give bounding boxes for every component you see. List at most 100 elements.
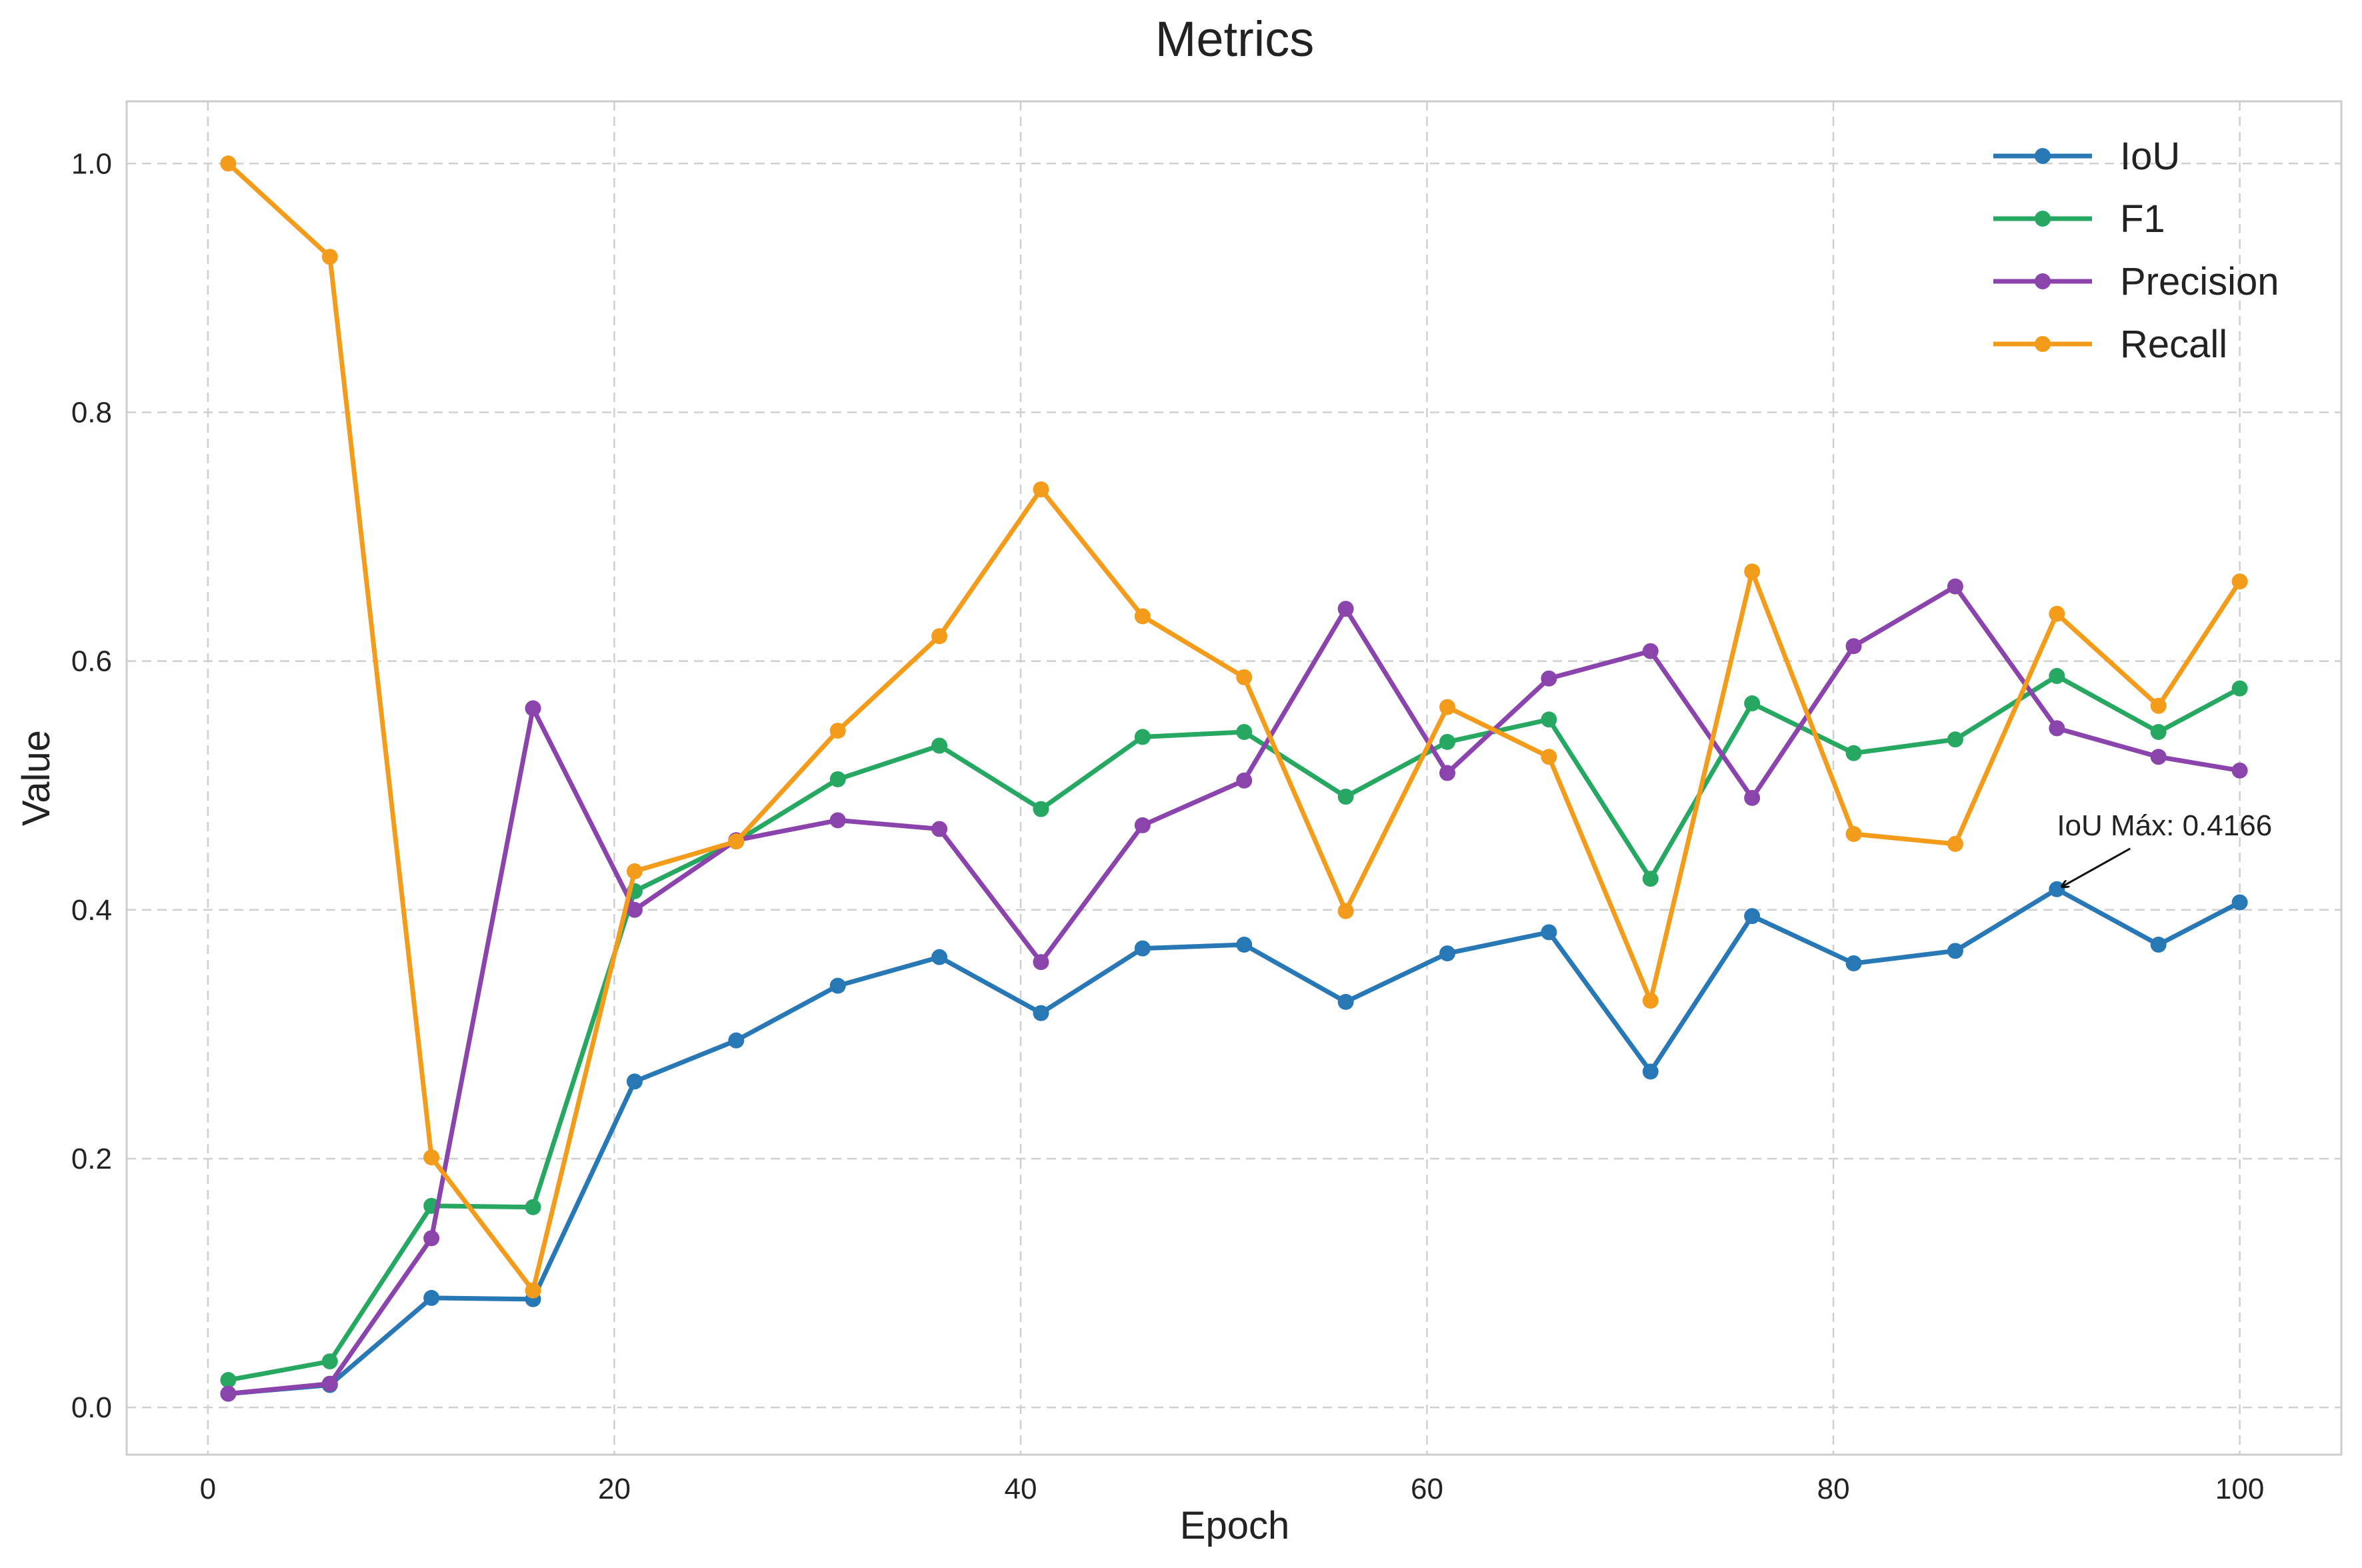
legend-item-iou[interactable]: IoU — [1993, 135, 2180, 178]
legend-marker-precision — [2035, 273, 2051, 289]
legend-marker-recall — [2035, 336, 2051, 352]
data-point-recall — [423, 1149, 440, 1166]
data-point-recall — [728, 833, 745, 850]
series-line-f1 — [225, 673, 2243, 1383]
data-point-iou — [1033, 1005, 1049, 1021]
data-point-iou — [2049, 881, 2065, 897]
data-point-precision — [2150, 749, 2167, 765]
data-point-f1 — [1134, 729, 1151, 745]
y-tick-label: 0.6 — [71, 645, 112, 678]
y-axis-ticks: 0.0 0.2 0.4 0.6 0.8 1.0 — [71, 147, 112, 1424]
data-point-recall — [2049, 605, 2065, 622]
data-point-iou — [1744, 908, 1761, 925]
data-point-iou — [1947, 943, 1963, 959]
data-point-iou — [1845, 955, 1862, 972]
legend-item-f1[interactable]: F1 — [1993, 197, 2165, 241]
data-point-recall — [1236, 669, 1253, 685]
grid — [127, 101, 2341, 1455]
x-tick-label: 80 — [1817, 1473, 1850, 1505]
data-point-iou — [2150, 937, 2167, 953]
data-point-precision — [1744, 789, 1761, 806]
data-point-f1 — [1541, 711, 1557, 728]
data-point-f1 — [525, 1199, 541, 1215]
annotation-text: IoU Máx: 0.4166 — [2057, 809, 2272, 842]
data-point-iou — [2231, 894, 2248, 911]
data-point-precision — [1439, 765, 1456, 781]
data-point-recall — [1947, 835, 1963, 852]
data-point-f1 — [1337, 788, 1354, 805]
data-point-precision — [1337, 601, 1354, 617]
series-layer — [220, 155, 2248, 1402]
data-point-iou — [423, 1289, 440, 1306]
data-point-precision — [2231, 762, 2248, 779]
data-point-f1 — [220, 1372, 237, 1389]
data-point-recall — [525, 1282, 541, 1299]
data-point-f1 — [1642, 871, 1659, 887]
legend-item-precision[interactable]: Precision — [1993, 260, 2279, 303]
series-recall — [220, 155, 2248, 1299]
legend-label-f1: F1 — [2120, 197, 2165, 241]
series-precision — [220, 578, 2248, 1402]
data-point-precision — [2049, 720, 2065, 737]
data-point-recall — [1845, 825, 1862, 842]
legend-marker-iou — [2035, 148, 2051, 164]
x-tick-label: 20 — [598, 1473, 631, 1505]
data-point-iou — [1642, 1063, 1659, 1080]
data-point-precision — [525, 700, 541, 717]
annotation-layer: IoU Máx: 0.4166 — [2057, 809, 2272, 887]
data-point-recall — [321, 249, 338, 265]
data-point-precision — [1845, 638, 1862, 655]
data-point-iou — [1337, 993, 1354, 1010]
data-point-f1 — [1439, 733, 1456, 750]
data-point-iou — [1236, 937, 1253, 953]
legend[interactable]: IoU F1 Precision Recall — [1993, 135, 2279, 366]
data-point-recall — [2150, 697, 2167, 714]
data-point-f1 — [2231, 680, 2248, 697]
data-point-iou — [1134, 940, 1151, 957]
data-point-f1 — [1033, 801, 1049, 817]
legend-item-recall[interactable]: Recall — [1993, 323, 2227, 366]
data-point-precision — [1642, 643, 1659, 659]
data-point-iou — [829, 977, 846, 994]
data-point-precision — [1134, 817, 1151, 833]
data-point-f1 — [2049, 668, 2065, 685]
annotation-arrow — [2062, 847, 2131, 887]
legend-marker-f1 — [2035, 211, 2051, 227]
data-point-precision — [1541, 670, 1557, 687]
data-point-recall — [931, 628, 948, 645]
data-point-iou — [931, 949, 948, 965]
legend-label-iou: IoU — [2120, 135, 2180, 178]
x-tick-label: 0 — [200, 1473, 216, 1505]
data-point-f1 — [931, 737, 948, 754]
data-point-recall — [1439, 699, 1456, 715]
data-point-f1 — [1947, 731, 1963, 748]
data-point-iou — [1439, 945, 1456, 962]
y-tick-label: 0.4 — [71, 894, 112, 927]
data-point-precision — [220, 1385, 237, 1402]
x-tick-label: 100 — [2215, 1473, 2264, 1505]
data-point-precision — [829, 812, 846, 829]
x-axis-ticks: 0 20 40 60 80 100 — [200, 1473, 2265, 1505]
data-point-precision — [1236, 772, 1253, 789]
y-tick-label: 0.0 — [71, 1391, 112, 1424]
data-point-recall — [1337, 903, 1354, 919]
legend-label-recall: Recall — [2120, 323, 2227, 366]
data-point-iou — [1541, 924, 1557, 941]
data-point-precision — [626, 901, 643, 918]
chart-title: Metrics — [1155, 11, 1314, 67]
data-point-recall — [626, 863, 643, 879]
x-axis-label: Epoch — [1180, 1504, 1289, 1547]
data-point-f1 — [1236, 723, 1253, 740]
data-point-recall — [1541, 749, 1557, 765]
data-point-precision — [1947, 578, 1963, 595]
legend-label-precision: Precision — [2120, 260, 2279, 303]
data-point-recall — [2231, 573, 2248, 590]
y-tick-label: 0.2 — [71, 1143, 112, 1175]
data-point-f1 — [1744, 695, 1761, 712]
x-tick-label: 40 — [1005, 1473, 1037, 1505]
data-point-precision — [1033, 954, 1049, 971]
data-point-recall — [220, 155, 237, 172]
data-point-recall — [1642, 992, 1659, 1009]
data-point-precision — [321, 1375, 338, 1392]
